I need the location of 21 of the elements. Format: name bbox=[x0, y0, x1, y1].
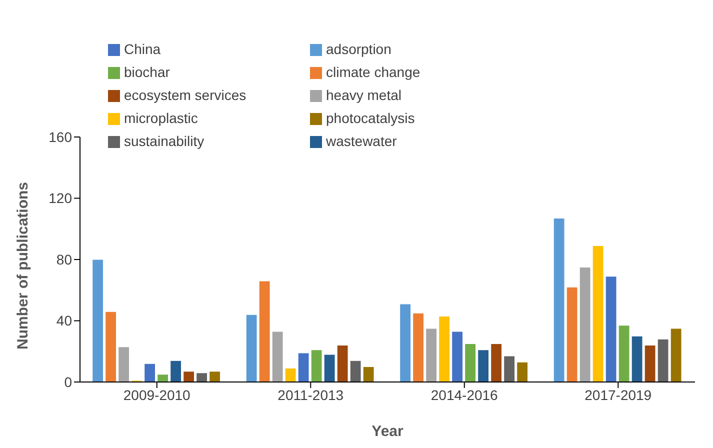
x-tick-label: 2017-2019 bbox=[584, 386, 652, 403]
x-tick-label: 2009-2010 bbox=[123, 386, 191, 403]
legend-label: microplastic bbox=[124, 109, 199, 128]
y-tick-label: 160 bbox=[48, 128, 72, 145]
legend-label: biochar bbox=[124, 63, 171, 82]
y-tick-label: 80 bbox=[56, 251, 72, 268]
legend-label: heavy metal bbox=[326, 86, 402, 105]
legend-label: China bbox=[124, 40, 162, 59]
legend-label: ecosystem services bbox=[124, 86, 248, 105]
y-tick-label: 0 bbox=[64, 374, 72, 390]
y-tick-label: 40 bbox=[56, 312, 72, 329]
x-axis-title: Year bbox=[372, 423, 404, 440]
legend-label: climate change bbox=[326, 63, 422, 82]
y-tick-label: 120 bbox=[48, 190, 72, 206]
legend-label: adsorption bbox=[326, 40, 392, 59]
legend-label: wastewater bbox=[326, 132, 398, 151]
legend-label: sustainability bbox=[124, 132, 206, 151]
legend-label: photocatalysis bbox=[326, 109, 416, 128]
x-tick-label: 2011-2013 bbox=[278, 386, 344, 403]
x-tick-label: 2014-2016 bbox=[430, 386, 498, 403]
y-axis-title: Number of publications bbox=[14, 182, 32, 350]
